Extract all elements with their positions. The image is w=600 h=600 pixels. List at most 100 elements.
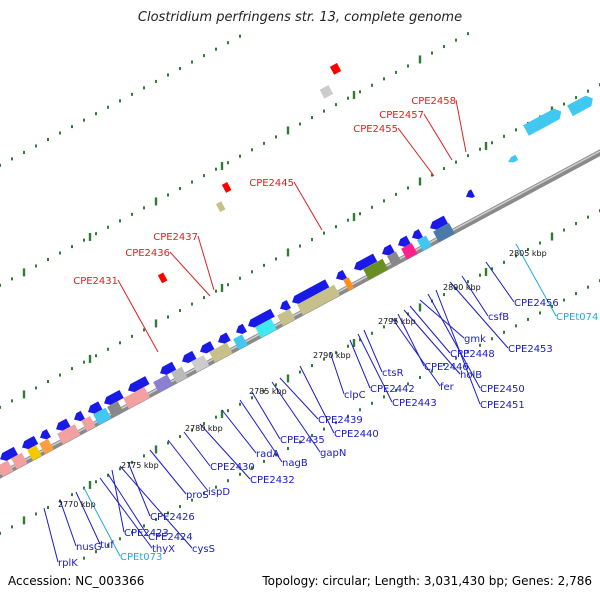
- guide-dot: [179, 309, 181, 313]
- gene-label: rplK: [58, 558, 78, 569]
- gene-label: CPE2443: [392, 398, 437, 409]
- guide-dot: [275, 453, 277, 457]
- gene-label: CPE2450: [480, 384, 525, 395]
- tick-label: 2805 kbp: [509, 249, 547, 258]
- guide-dot: [35, 386, 37, 390]
- guide-dot: [359, 90, 361, 94]
- leader-line: [397, 313, 425, 367]
- guide-tick: [484, 141, 488, 150]
- guide-dot: [203, 296, 205, 300]
- gene-label: CPEt074: [556, 312, 598, 323]
- guide-dot: [371, 401, 373, 405]
- feature-block: [319, 85, 334, 99]
- guide-dot: [443, 363, 445, 367]
- guide-dot: [35, 144, 37, 148]
- gene-label: CPE2448: [450, 349, 495, 360]
- guide-dot: [119, 99, 121, 103]
- guide-dot: [563, 298, 565, 302]
- guide-dot: [263, 263, 265, 267]
- guide-dot: [395, 388, 397, 392]
- guide-tick: [286, 126, 290, 135]
- leader-line: [83, 487, 121, 557]
- leader-line: [363, 329, 383, 373]
- leader-line: [329, 351, 345, 395]
- gene-label: CPE2437: [153, 232, 198, 243]
- leader-line: [427, 293, 481, 389]
- leader-line: [43, 507, 59, 563]
- guide-dot: [167, 315, 169, 319]
- tick-label: 2795 kbp: [378, 317, 416, 326]
- guide-dot: [47, 380, 49, 384]
- guide-dot: [311, 116, 313, 120]
- guide-dot: [203, 174, 205, 178]
- guide-tick: [352, 338, 356, 347]
- gene-label: clpC: [344, 390, 366, 401]
- guide-dot: [383, 199, 385, 203]
- guide-dot: [215, 415, 217, 419]
- guide-dot: [431, 173, 433, 177]
- guide-dot: [467, 154, 469, 158]
- gene-label: CPE2440: [334, 429, 379, 440]
- guide-dot: [191, 498, 193, 502]
- guide-dot: [587, 89, 589, 93]
- guide-dot: [71, 493, 73, 497]
- guide-dot: [167, 511, 169, 515]
- feature-block: [171, 366, 188, 384]
- feature-block: [153, 374, 173, 393]
- leader-line: [239, 399, 283, 463]
- leader-line: [461, 275, 489, 317]
- gene-label: CPEt073: [120, 552, 162, 563]
- guide-dot: [83, 556, 85, 560]
- guide-dot: [11, 157, 13, 161]
- gene-label: CPE2432: [250, 475, 295, 486]
- guide-dot: [131, 530, 133, 534]
- guide-dot: [359, 408, 361, 412]
- guide-dot: [143, 86, 145, 90]
- gene-label: gapN: [320, 448, 346, 459]
- guide-dot: [371, 331, 373, 335]
- guide-dot: [107, 347, 109, 351]
- guide-dot: [95, 550, 97, 554]
- guide-dot: [11, 399, 13, 403]
- accession-text: Accession: NC_003366: [8, 574, 145, 588]
- cds-arrow: [128, 376, 150, 393]
- guide-dot: [83, 360, 85, 364]
- guide-dot: [215, 167, 217, 171]
- guide-dot: [527, 247, 529, 251]
- guide-dot: [551, 305, 553, 309]
- guide-dot: [515, 254, 517, 258]
- guide-dot: [119, 219, 121, 223]
- feature-block: [233, 334, 248, 350]
- guide-dot: [203, 54, 205, 58]
- guide-dot: [143, 328, 145, 332]
- guide-dot: [455, 38, 457, 42]
- guide-dot: [119, 467, 121, 471]
- guide-dot: [215, 289, 217, 293]
- guide-dot: [335, 351, 337, 355]
- guide-dot: [83, 118, 85, 122]
- guide-dot: [239, 402, 241, 406]
- guide-tick: [352, 212, 356, 221]
- guide-dot: [335, 421, 337, 425]
- guide-dot: [575, 222, 577, 226]
- genome-backbone: [0, 149, 600, 479]
- rna-feature: [157, 272, 168, 284]
- gene-label: thyX: [152, 544, 175, 555]
- tick-label: 2800 kbp: [443, 283, 481, 292]
- guide-dot: [59, 251, 61, 255]
- guide-dot: [335, 225, 337, 229]
- gene-label: csfB: [488, 312, 509, 323]
- guide-dot: [143, 206, 145, 210]
- guide-dot: [251, 270, 253, 274]
- feature-block: [297, 284, 340, 316]
- guide-dot: [227, 41, 229, 45]
- guide-dot: [491, 141, 493, 145]
- guide-dot: [479, 343, 481, 347]
- gene-label: CPE2435: [280, 435, 325, 446]
- guide-dot: [107, 473, 109, 477]
- guide-dot: [587, 285, 589, 289]
- leader-line: [271, 381, 321, 453]
- guide-dot: [119, 537, 121, 541]
- guide-tick: [418, 55, 422, 64]
- guide-dot: [239, 154, 241, 158]
